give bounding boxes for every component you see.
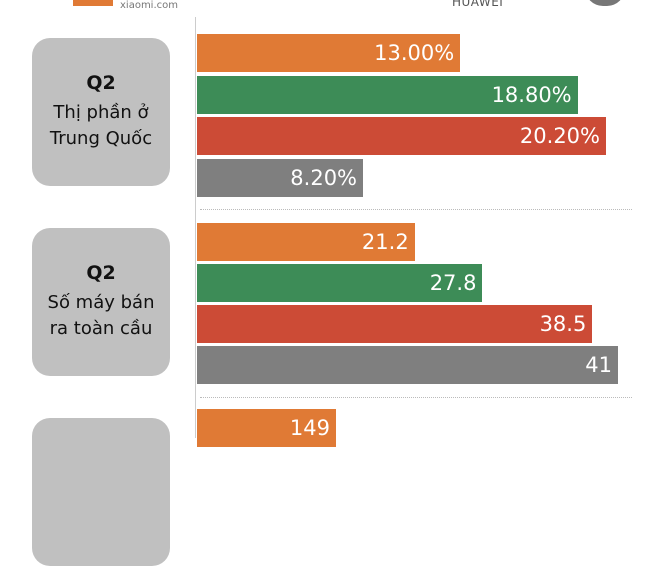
bar-brand-green: 27.8 bbox=[197, 264, 483, 302]
bar-value-label: 21.2 bbox=[361, 230, 409, 254]
bar-xiaomi: 13.00% bbox=[197, 34, 461, 72]
chart-axis bbox=[195, 17, 196, 438]
bar-value-label: 18.80% bbox=[491, 83, 572, 107]
huawei-logo-text: HUAWEI bbox=[452, 0, 504, 9]
apple-logo-icon bbox=[585, 0, 625, 6]
bar-value-label: 8.20% bbox=[290, 166, 358, 190]
bar-brand-gray: 8.20% bbox=[197, 159, 364, 197]
bar-value-label: 149 bbox=[289, 416, 330, 440]
bar-brand-gray: 41 bbox=[197, 346, 618, 384]
bar-brand-red: 20.20% bbox=[197, 117, 606, 155]
quarter-label: Q2 bbox=[86, 72, 116, 94]
group-label-market-share: Q2 Thị phần ở Trung Quốc bbox=[32, 38, 170, 186]
group-title-line: Thị phần ở bbox=[53, 102, 149, 123]
group-label-3 bbox=[32, 418, 170, 566]
bar-value-label: 41 bbox=[585, 353, 612, 377]
quarter-label: Q2 bbox=[86, 262, 116, 284]
group-title-line: Trung Quốc bbox=[49, 128, 153, 149]
bar-brand-green: 18.80% bbox=[197, 76, 578, 114]
bar-brand-red: 38.5 bbox=[197, 305, 593, 343]
group-label-units-sold: Q2 Số máy bán ra toàn cầu bbox=[32, 228, 170, 376]
bar-xiaomi: 21.2 bbox=[197, 223, 415, 261]
xiaomi-logo bbox=[73, 0, 113, 6]
bar-value-label: 38.5 bbox=[539, 312, 587, 336]
bar-value-label: 27.8 bbox=[429, 271, 477, 295]
bar-value-label: 20.20% bbox=[519, 124, 600, 148]
separator bbox=[200, 209, 632, 210]
bar-value-label: 13.00% bbox=[374, 41, 455, 65]
separator bbox=[200, 397, 632, 398]
group-title-line: ra toàn cầu bbox=[49, 318, 153, 339]
group-title-line: Số máy bán bbox=[47, 292, 155, 313]
bar-xiaomi: 149 bbox=[197, 409, 336, 447]
xiaomi-url: xiaomi.com bbox=[120, 0, 178, 11]
